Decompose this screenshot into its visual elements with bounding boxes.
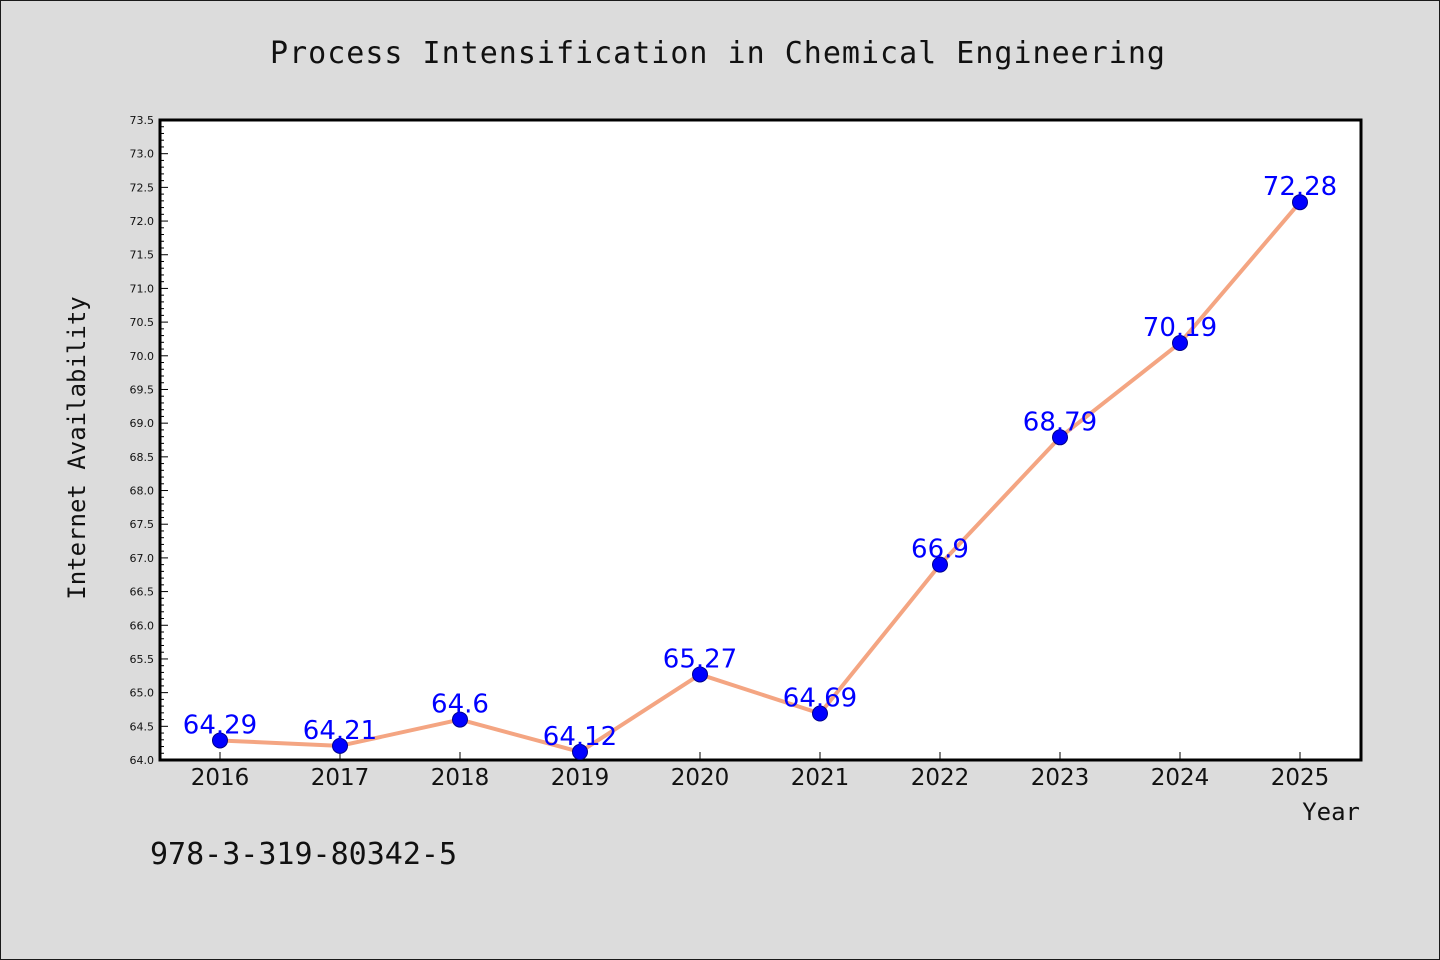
series-line	[218, 200, 1302, 754]
data-label: 66.9	[911, 535, 969, 565]
y-tick-label: 66.5	[130, 586, 155, 599]
y-tick-label: 70.0	[130, 350, 155, 363]
x-axis: 2016 2017 2018 2019 2020 2021 2022 2023 2024 2025	[191, 752, 1330, 791]
x-tick-label: 2020	[671, 765, 730, 791]
y-tick-label: 73.0	[130, 148, 155, 161]
data-point	[1052, 429, 1068, 446]
y-tick-label: 68.5	[130, 451, 155, 464]
y-tick-label: 67.5	[130, 518, 155, 531]
x-tick-label: 2023	[1031, 765, 1090, 791]
y-tick-label: 73.5	[130, 114, 155, 127]
data-point	[1292, 194, 1308, 211]
data-point	[452, 711, 468, 728]
plot-area	[158, 118, 1363, 762]
x-tick-label: 2021	[791, 765, 850, 791]
y-tick-label: 64.0	[130, 754, 155, 767]
y-tick-label: 68.0	[130, 485, 155, 498]
data-point	[812, 705, 828, 722]
y-tick-label: 69.0	[130, 417, 155, 430]
y-tick-label: 66.0	[130, 619, 155, 632]
y-tick-label: 67.0	[130, 552, 155, 565]
data-point	[692, 666, 708, 683]
data-label: 68.79	[1023, 407, 1097, 437]
data-label: 64.21	[303, 716, 377, 746]
y-tick-label: 65.5	[130, 653, 155, 666]
y-tick-label: 65.0	[130, 687, 155, 700]
y-axis: 64.0 64.5 65.0 65.5 66.0 66.5 67.0 67.5 68.0 68.5…	[130, 114, 168, 767]
x-tick-label: 2016	[191, 765, 250, 791]
x-tick-label: 2018	[431, 765, 490, 791]
data-label: 70.19	[1143, 313, 1217, 343]
y-tick-label: 70.5	[130, 316, 155, 329]
data-point	[212, 732, 228, 749]
data-label: 65.27	[663, 644, 737, 674]
footer-code: 978-3-319-80342-5	[150, 837, 457, 872]
y-tick-label: 71.5	[130, 249, 155, 262]
data-point	[932, 556, 948, 573]
data-label: 64.12	[543, 722, 617, 752]
y-axis-label: Internet Availability	[63, 296, 91, 599]
series-revenue: 64.29 64.21 64.6 64.12 65.27 64.69 66.9 68.79 70…	[183, 172, 1337, 760]
data-point	[1172, 334, 1188, 351]
x-tick-label: 2022	[911, 765, 970, 791]
x-tick-label: 2025	[1271, 765, 1330, 791]
data-point	[332, 737, 348, 754]
x-axis-label: Year	[1302, 798, 1360, 826]
x-tick-label: 2017	[311, 765, 370, 791]
x-tick-label: 2019	[551, 765, 610, 791]
y-tick-label: 72.5	[130, 181, 155, 194]
data-point	[572, 743, 588, 760]
data-label: 72.28	[1263, 172, 1337, 202]
data-label: 64.29	[183, 710, 257, 740]
data-label: 64.69	[783, 684, 857, 714]
chart-title: Process Intensification in Chemical Engi…	[270, 36, 1166, 71]
x-tick-label: 2024	[1151, 765, 1210, 791]
y-tick-label: 72.0	[130, 215, 155, 228]
y-tick-label: 69.5	[130, 383, 155, 396]
y-tick-label: 64.5	[130, 720, 155, 733]
data-label: 64.6	[431, 690, 489, 720]
y-tick-label: 71.0	[130, 282, 155, 295]
